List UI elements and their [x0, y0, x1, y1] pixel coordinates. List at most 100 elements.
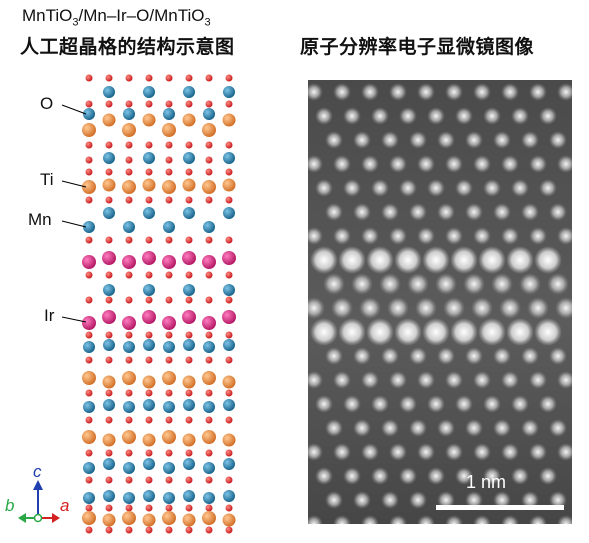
atomic-column-spot	[381, 347, 399, 365]
oxygen-atom	[205, 449, 213, 457]
iridium-leader-line	[61, 316, 87, 323]
atomic-column-spot	[399, 467, 417, 485]
manganese-atom	[83, 401, 95, 413]
oxygen-atom	[125, 156, 133, 164]
atomic-column-spot	[491, 273, 513, 295]
atomic-column-spot	[325, 419, 343, 437]
atomic-column-spot	[437, 347, 455, 365]
oxygen-atom	[165, 100, 173, 108]
atomic-column-spot	[471, 297, 493, 319]
manganese-atom	[223, 490, 235, 502]
manganese-atom	[183, 399, 195, 411]
atomic-column-spot	[463, 273, 485, 295]
atomic-column-spot	[353, 131, 371, 149]
atomic-column-spot	[437, 203, 455, 221]
atomic-column-spot	[409, 203, 427, 221]
manganese-atom	[203, 341, 215, 353]
oxygen-atom	[225, 526, 233, 534]
atomic-column-spot	[501, 371, 519, 389]
atomic-column-spot	[399, 395, 417, 413]
iridium-atom	[222, 310, 236, 324]
atomic-column-spot	[521, 491, 539, 509]
oxygen-atom	[225, 416, 233, 424]
atomic-column-spot	[399, 107, 417, 125]
manganese-atom	[83, 462, 95, 474]
manganese-atom	[143, 152, 155, 164]
oxygen-atom	[105, 331, 113, 339]
atomic-column-spot	[331, 297, 353, 319]
manganese-atom	[183, 458, 195, 470]
oxygen-atom	[185, 271, 193, 279]
atomic-column-spot	[343, 107, 361, 125]
atomic-column-spot	[501, 443, 519, 461]
atomic-column-spot	[379, 273, 401, 295]
atomic-column-spot	[315, 395, 333, 413]
atomic-column-spot	[353, 203, 371, 221]
titanium-atom	[182, 113, 196, 127]
atomic-column-spot	[501, 227, 519, 245]
oxygen-atom	[105, 196, 113, 204]
atomic-column-spot	[353, 491, 371, 509]
atomic-column-spot	[511, 467, 529, 485]
manganese-atom	[103, 207, 115, 219]
atomic-column-spot	[450, 318, 478, 346]
atomic-column-spot	[450, 246, 478, 274]
atomic-column-spot	[493, 419, 511, 437]
oxygen-atom	[85, 74, 93, 82]
titanium-atom	[82, 511, 96, 525]
oxygen-atom	[125, 236, 133, 244]
oxygen-atom	[105, 74, 113, 82]
manganese-atom	[103, 152, 115, 164]
atomic-column-spot	[437, 419, 455, 437]
atomic-column-spot	[417, 83, 435, 101]
titanium-atom	[162, 180, 176, 194]
atomic-column-spot	[343, 179, 361, 197]
oxygen-atom	[85, 356, 93, 364]
oxygen-atom	[165, 389, 173, 397]
oxygen-atom	[85, 236, 93, 244]
oxygen-atom	[165, 356, 173, 364]
atomic-column-spot	[445, 443, 463, 461]
atomic-column-spot	[361, 443, 379, 461]
manganese-atom	[143, 490, 155, 502]
oxygen-atom	[145, 168, 153, 176]
oxygen-atom	[165, 296, 173, 304]
oxygen-atom	[85, 476, 93, 484]
atomic-column-spot	[308, 83, 323, 101]
oxygen-atom	[105, 504, 113, 512]
oxygen-atom	[205, 331, 213, 339]
atomic-column-spot	[473, 83, 491, 101]
atomic-column-spot	[521, 419, 539, 437]
oxygen-atom	[125, 504, 133, 512]
titanium-atom	[122, 511, 136, 525]
titanium-atom	[162, 123, 176, 137]
atomic-column-spot	[529, 227, 547, 245]
manganese-atom	[103, 86, 115, 98]
atomic-column-spot	[519, 273, 541, 295]
atomic-column-spot	[493, 347, 511, 365]
atomic-column-spot	[443, 297, 465, 319]
titanium-atom	[142, 375, 156, 389]
titanium-atom	[222, 113, 236, 127]
oxygen-atom	[125, 141, 133, 149]
iridium-atom	[162, 316, 176, 330]
titanium-atom	[202, 371, 216, 385]
oxygen-atom	[165, 449, 173, 457]
atomic-column-spot	[483, 467, 501, 485]
atomic-column-spot	[493, 203, 511, 221]
oxygen-atom	[205, 389, 213, 397]
atomic-column-spot	[409, 419, 427, 437]
manganese-atom	[223, 152, 235, 164]
oxygen-atom	[165, 74, 173, 82]
manganese-atom	[123, 492, 135, 504]
iridium-atom	[202, 316, 216, 330]
atomic-column-spot	[361, 515, 379, 524]
microscope-background	[308, 80, 572, 524]
manganese-atom	[83, 492, 95, 504]
manganese-atom	[83, 108, 95, 120]
oxygen-atom	[125, 168, 133, 176]
atomic-column-spot	[511, 395, 529, 413]
titanium-atom	[142, 178, 156, 192]
oxygen-atom	[165, 196, 173, 204]
atomic-column-spot	[445, 371, 463, 389]
